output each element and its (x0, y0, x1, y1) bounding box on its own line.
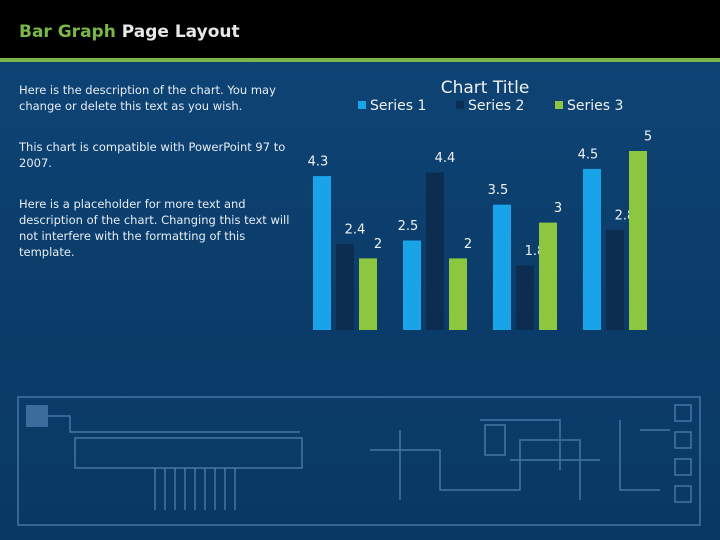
pad (674, 458, 692, 476)
title-rest: Page Layout (121, 22, 240, 42)
bar (359, 258, 377, 330)
traces (48, 415, 670, 510)
legend-swatch (555, 101, 563, 109)
data-label: 4.4 (435, 151, 456, 166)
bar (426, 172, 444, 330)
component (484, 424, 506, 456)
title-highlight: Bar Graph (19, 22, 116, 42)
data-label: 5 (644, 130, 652, 145)
bar (313, 176, 331, 330)
data-label: 3.5 (488, 183, 509, 198)
bar (516, 265, 534, 330)
paragraph: This chart is compatible with PowerPoint… (19, 140, 286, 170)
chip (26, 405, 48, 427)
bar (336, 244, 354, 330)
data-label: 2.5 (398, 219, 419, 234)
data-label: 4.3 (308, 155, 329, 170)
slide-title: Bar Graph Page Layout (19, 22, 240, 42)
panel-bar (74, 437, 303, 469)
bar (583, 168, 601, 330)
pad (674, 431, 692, 449)
description: Here is the description of the chart. Yo… (19, 82, 297, 285)
chart-title: Chart Title (441, 78, 530, 98)
data-label: 2.4 (345, 223, 366, 238)
data-label: 2 (374, 237, 382, 252)
paragraph: Here is the description of the chart. Yo… (19, 83, 276, 113)
circuit-decoration (17, 396, 701, 526)
legend-swatch (358, 101, 366, 109)
paragraph: Here is a placeholder for more text and … (19, 197, 290, 259)
legend-label: Series 2 (468, 98, 524, 114)
header: Bar Graph Page Layout (0, 0, 720, 62)
legend-label: Series 1 (370, 98, 426, 114)
bar (403, 240, 421, 330)
data-label: 2 (464, 237, 472, 252)
bar (493, 204, 511, 330)
legend-swatch (456, 101, 464, 109)
legend-label: Series 3 (567, 98, 623, 114)
bar (539, 222, 557, 330)
bar (606, 229, 624, 330)
data-label: 4.5 (578, 147, 599, 162)
pad (674, 404, 692, 422)
pad (674, 485, 692, 503)
bar (449, 258, 467, 330)
data-label: 3 (554, 201, 562, 216)
bar (629, 151, 647, 330)
panel (17, 396, 701, 526)
